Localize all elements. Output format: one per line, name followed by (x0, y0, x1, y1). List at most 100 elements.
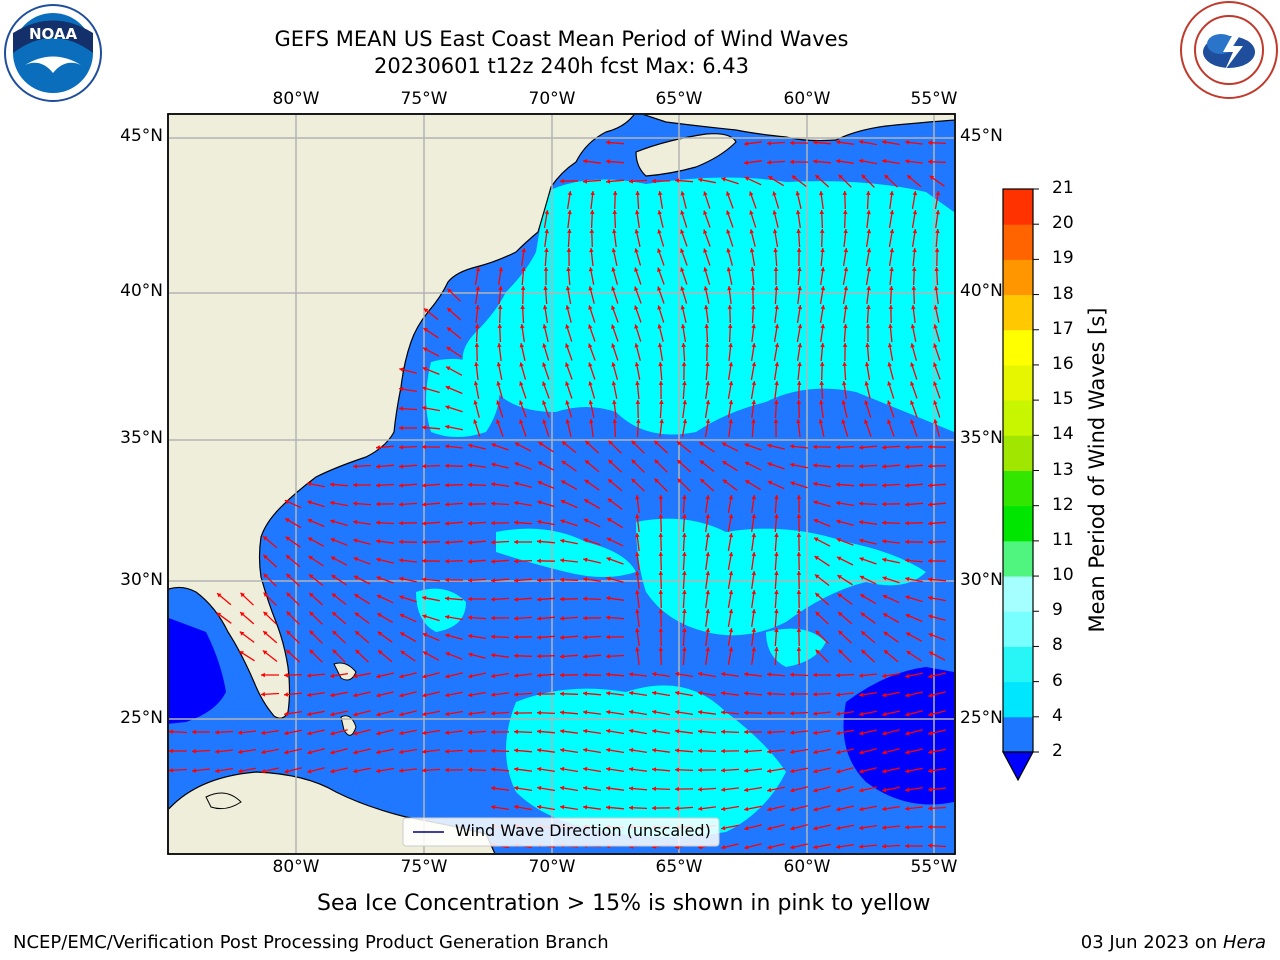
wind-wave-arrow-head (675, 671, 680, 677)
wind-wave-arrow-head (681, 343, 686, 347)
wind-wave-arrow-head (376, 693, 381, 698)
wind-wave-arrow-head (658, 571, 664, 575)
wind-wave-arrow-head (561, 460, 567, 465)
wind-wave-arrow-head (813, 807, 818, 812)
wind-wave-arrow-head (446, 366, 451, 371)
wind-wave-arrow-head (698, 710, 703, 715)
wind-wave-arrow-head (820, 343, 825, 348)
wind-wave-arrow-head (751, 609, 757, 614)
wind-wave-arrow-head (905, 159, 910, 164)
wind-wave-arrow-head (468, 652, 473, 657)
wind-wave-arrow-head (721, 729, 725, 735)
wind-wave-arrow-head (905, 502, 909, 507)
wind-wave-arrow-head (588, 267, 594, 272)
wind-wave-arrow-head (912, 210, 918, 215)
wind-wave-arrow-head (790, 444, 795, 449)
wind-wave-arrow-head (906, 651, 911, 656)
wind-wave-arrow-head (859, 139, 864, 145)
wind-wave-arrow-head (772, 210, 777, 215)
wind-wave-arrow-head (606, 766, 611, 772)
wind-wave-arrow-head (866, 191, 871, 195)
wind-wave-arrow-head (774, 571, 779, 576)
colorbar-ticks (1033, 188, 1039, 753)
colorbar-tick-label: 18 (1052, 283, 1074, 304)
wind-wave-arrow-head (883, 631, 889, 636)
wind-wave-arrow-head (680, 286, 685, 291)
wind-wave-arrow-head (588, 362, 593, 367)
wind-wave-arrow-head (468, 540, 473, 545)
wind-wave-arrow-head (491, 729, 495, 735)
wind-wave-arrow-head (744, 141, 749, 146)
colorbar-tick-label: 6 (1052, 670, 1063, 691)
wind-wave-arrow-head (330, 500, 335, 506)
wind-wave-arrow-head (330, 768, 335, 774)
wind-wave-arrow-head (861, 649, 866, 655)
wind-wave-arrow-head (680, 324, 686, 329)
wind-wave-arrow-head (519, 343, 525, 348)
wind-wave-arrow-head (772, 191, 777, 196)
wind-wave-arrow-head (353, 482, 357, 488)
wind-wave-arrow-head (635, 495, 640, 500)
wind-wave-arrow-head (307, 481, 312, 487)
wind-wave-arrow-head (744, 729, 748, 735)
wind-wave-arrow-head (790, 749, 795, 755)
wind-wave-arrow-head (422, 595, 427, 601)
wind-wave-arrow-head (606, 140, 610, 145)
wind-wave-arrow-head (682, 533, 687, 537)
wind-wave-arrow-head (882, 692, 887, 698)
wind-wave-arrow-head (634, 362, 640, 367)
wind-wave-arrow-head (309, 611, 314, 617)
wind-wave-arrow-head (612, 419, 618, 423)
wind-wave-arrow-head (790, 140, 794, 146)
wind-wave-arrow-head (882, 520, 886, 526)
wind-wave-arrow-head (726, 248, 731, 253)
wind-wave-arrow-head (353, 768, 358, 774)
wind-wave-arrow-head (767, 826, 772, 831)
wind-wave-arrow-head (606, 654, 610, 659)
wind-wave-arrow-head (422, 405, 427, 411)
wind-wave-arrow-head (796, 571, 802, 575)
wind-wave-arrow-head (423, 328, 428, 333)
wind-wave-arrow-head (192, 729, 196, 735)
wind-wave-arrow-head (836, 749, 841, 755)
wind-wave-arrow-head (399, 558, 404, 563)
wind-wave-arrow-head (728, 419, 733, 424)
wind-wave-arrow-head (928, 787, 933, 792)
wind-wave-arrow-head (217, 593, 222, 598)
wind-wave-arrow-head (475, 267, 481, 272)
wind-wave-arrow-head (767, 845, 772, 850)
colorbar-tick-label: 2 (1052, 741, 1063, 761)
wind-wave-arrow-head (514, 729, 518, 735)
wind-wave-arrow-head (859, 825, 864, 831)
wind-wave-arrow-head (813, 500, 818, 505)
wind-wave-arrow-head (514, 539, 518, 545)
wind-wave-arrow-head (353, 501, 357, 506)
wind-wave-arrow-head (635, 514, 640, 519)
wind-wave-arrow-head (607, 518, 612, 523)
wind-wave-arrow-head (836, 673, 840, 678)
wind-wave-arrow-head (606, 747, 611, 753)
wind-wave-arrow-head (796, 647, 802, 651)
wind-wave-arrow-head (537, 766, 542, 772)
wind-wave-arrow-head (703, 191, 708, 196)
wind-wave-arrow-head (560, 785, 565, 791)
wind-wave-arrow-head (836, 825, 841, 831)
wind-wave-arrow-head (537, 635, 541, 640)
wind-wave-arrow-head (583, 518, 589, 523)
wind-wave-arrow-head (843, 286, 849, 291)
wind-wave-arrow-head (284, 730, 289, 736)
wind-wave-arrow-head (652, 178, 656, 184)
wind-wave-arrow-head (703, 286, 709, 291)
lon-label-top-6: 55°W (910, 89, 958, 109)
map-legend-label: Wind Wave Direction (unscaled) (455, 821, 711, 840)
wind-wave-arrow-head (820, 267, 825, 272)
wind-wave-arrow-head (841, 419, 846, 424)
wind-wave-arrow-head (859, 501, 863, 506)
wind-wave-arrow-head (797, 343, 803, 348)
footer-machine: Hera (1222, 932, 1266, 953)
colorbar-segment (1003, 681, 1033, 718)
wind-wave-arrow-head (560, 804, 565, 810)
wind-wave-arrow-head (422, 444, 426, 450)
wind-wave-arrow-head (491, 711, 495, 716)
colorbar-tick-label: 10 (1052, 565, 1074, 586)
